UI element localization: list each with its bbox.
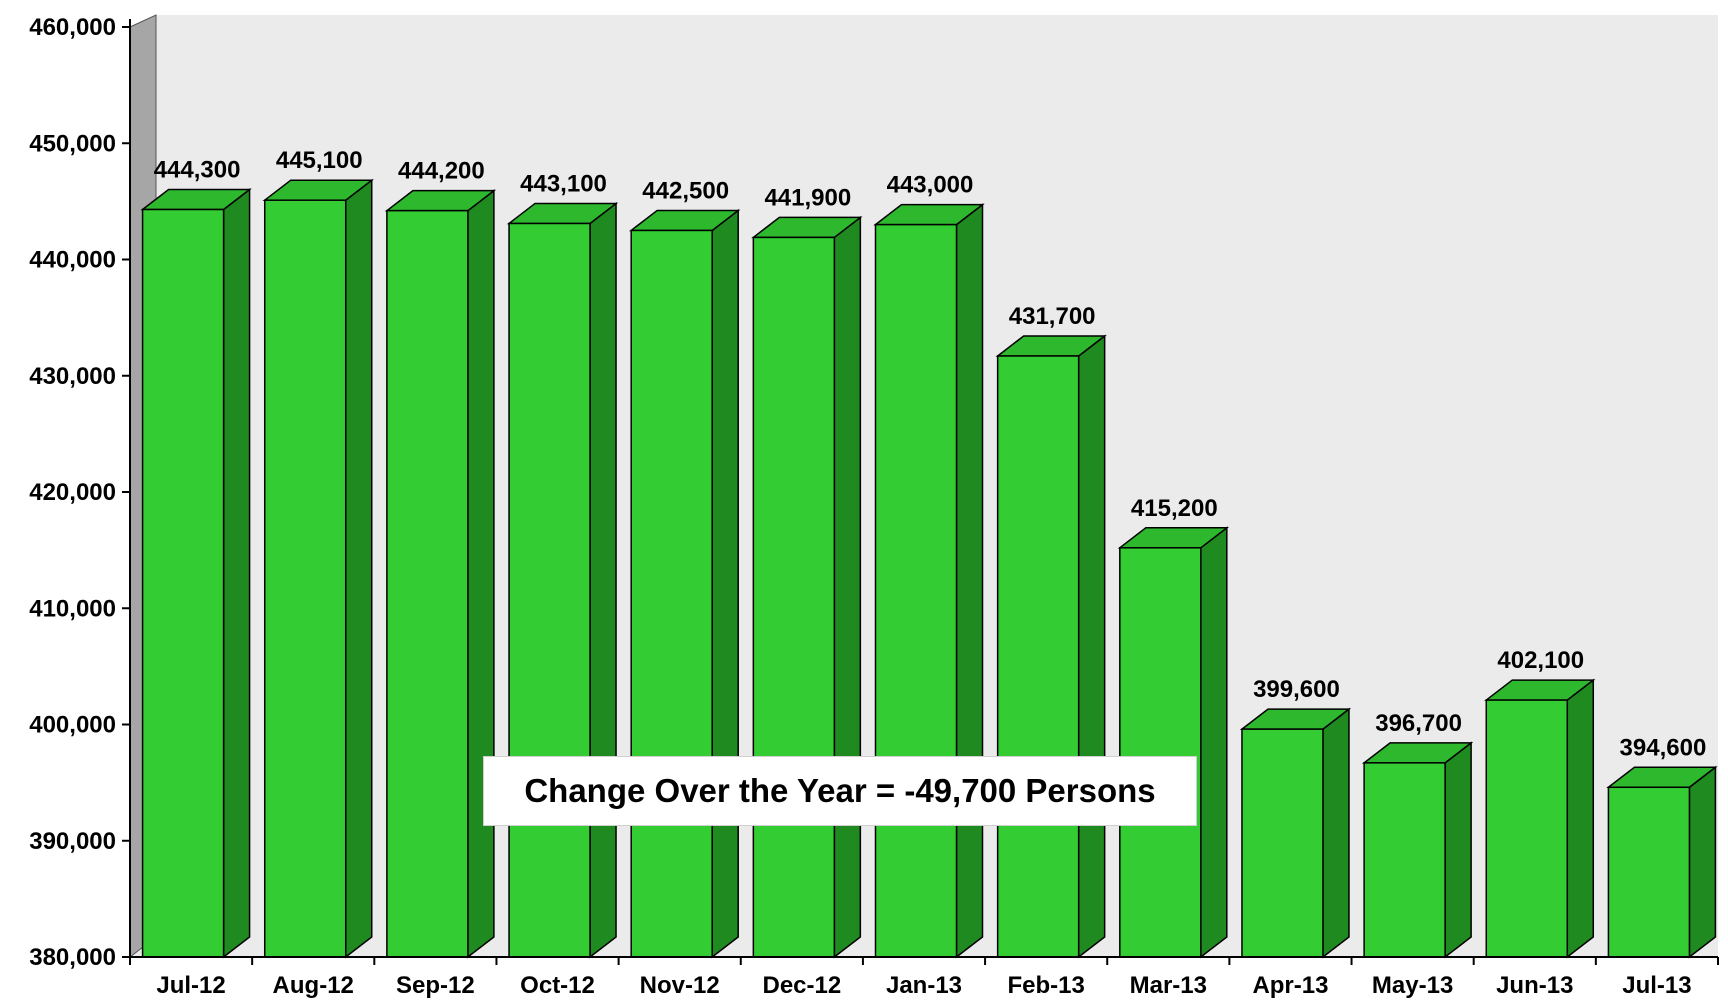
data-label: 444,200: [398, 158, 485, 185]
data-label: 444,300: [154, 157, 241, 184]
data-label: 431,700: [1009, 303, 1096, 330]
bar-side: [1322, 707, 1350, 959]
bar-side: [1444, 741, 1472, 959]
x-tick-label: Jan-13: [886, 972, 962, 999]
x-tick-label: Jul-13: [1622, 972, 1691, 999]
bar-side: [955, 203, 984, 959]
bar-side: [344, 178, 373, 959]
data-label: 415,200: [1131, 495, 1218, 522]
bar-side: [1200, 526, 1228, 959]
bar: [1485, 699, 1569, 958]
bar-side: [1688, 765, 1717, 959]
x-tick-label: Jun-13: [1496, 972, 1573, 999]
data-label: 394,600: [1620, 734, 1707, 761]
y-tick-label: 410,000: [29, 595, 116, 622]
bar: [1363, 762, 1446, 958]
y-tick-label: 460,000: [29, 14, 116, 41]
bar-side: [222, 187, 251, 959]
bar-side: [1077, 334, 1106, 959]
data-label: 396,700: [1375, 710, 1462, 737]
bars: [140, 178, 1718, 959]
bar: [1607, 786, 1691, 958]
data-label: 442,500: [642, 177, 729, 204]
bar-side: [1566, 678, 1595, 959]
x-tick-label: Nov-12: [640, 972, 720, 999]
x-tick-label: Sep-12: [396, 972, 475, 999]
data-label: 443,100: [520, 170, 607, 197]
data-label: 443,000: [887, 172, 974, 199]
x-tick-label: Jul-12: [156, 972, 225, 999]
bar: [508, 222, 591, 958]
data-label: 445,100: [276, 147, 363, 174]
change-annotation: Change Over the Year = -49,700 Persons: [483, 756, 1197, 826]
data-label: 441,900: [764, 184, 851, 211]
labels: 444,300 Jul-12 445,100 Aug-12 444,200 Sep-12 4…: [29, 14, 1706, 999]
data-label: 399,600: [1253, 676, 1340, 703]
bar: [874, 223, 958, 958]
x-tick-label: Feb-13: [1007, 972, 1084, 999]
bar-side: [711, 208, 739, 959]
data-label: 402,100: [1497, 647, 1584, 674]
y-tick-label: 440,000: [29, 247, 116, 274]
axes: [122, 19, 1719, 965]
bar: [1241, 728, 1324, 958]
bar: [141, 208, 225, 958]
x-tick-label: Dec-12: [762, 972, 841, 999]
bar-side: [467, 189, 495, 959]
y-tick-label: 390,000: [29, 828, 116, 855]
bar: [630, 229, 713, 958]
x-tick-label: Oct-12: [520, 972, 595, 999]
bar: [752, 236, 836, 958]
bar: [263, 199, 347, 958]
y-tick-label: 400,000: [29, 712, 116, 739]
y-tick-label: 380,000: [29, 944, 116, 971]
y-tick-label: 450,000: [29, 130, 116, 157]
bar: [1119, 547, 1202, 958]
x-tick-label: Aug-12: [273, 972, 354, 999]
bar-side: [589, 201, 617, 959]
bar-side: [833, 215, 862, 959]
y-tick-label: 420,000: [29, 479, 116, 506]
x-tick-label: Mar-13: [1130, 972, 1207, 999]
y-tick-label: 430,000: [29, 363, 116, 390]
bar: [996, 355, 1080, 958]
x-tick-label: Apr-13: [1252, 972, 1328, 999]
x-tick-label: May-13: [1372, 972, 1453, 999]
bar: [386, 209, 469, 958]
